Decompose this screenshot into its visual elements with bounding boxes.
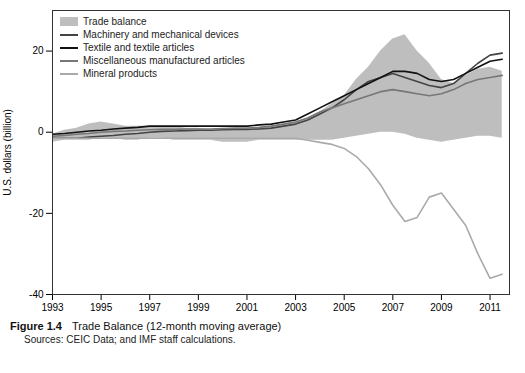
- svg-text:-20: -20: [29, 208, 44, 219]
- svg-text:1993: 1993: [41, 302, 64, 313]
- svg-text:1999: 1999: [187, 302, 210, 313]
- svg-text:-40: -40: [29, 289, 44, 300]
- svg-text:20: 20: [32, 45, 44, 56]
- html-text:Mineral products: Mineral products: [83, 68, 157, 79]
- html-text:Miscellaneous manufactured art: Miscellaneous manufactured articles: [83, 55, 245, 66]
- html-text:Machinery and mechanical devic: Machinery and mechanical devices: [83, 29, 239, 40]
- svg-text:2009: 2009: [430, 302, 453, 313]
- html-text:Sources: CEIC Data; and IMF st: Sources: CEIC Data; and IMF staff calcul…: [24, 334, 236, 345]
- svg-text:2005: 2005: [333, 302, 356, 313]
- svg-text:2001: 2001: [236, 302, 259, 313]
- svg-text:1997: 1997: [139, 302, 162, 313]
- svg-text:2007: 2007: [382, 302, 405, 313]
- svg-text:U.S. dollars (billion): U.S. dollars (billion): [2, 109, 13, 196]
- html-text:Figure 1.4: Figure 1.4: [10, 320, 62, 332]
- html-text:Textile and textile articles: Textile and textile articles: [83, 42, 195, 53]
- svg-text:1995: 1995: [90, 302, 113, 313]
- svg-text:2003: 2003: [284, 302, 307, 313]
- html-text:Trade Balance (12-month moving: Trade Balance (12-month moving average): [72, 320, 282, 332]
- svg-text:2011: 2011: [479, 302, 501, 313]
- svg-text:0: 0: [38, 126, 44, 137]
- html-text:Trade balance: Trade balance: [83, 16, 147, 27]
